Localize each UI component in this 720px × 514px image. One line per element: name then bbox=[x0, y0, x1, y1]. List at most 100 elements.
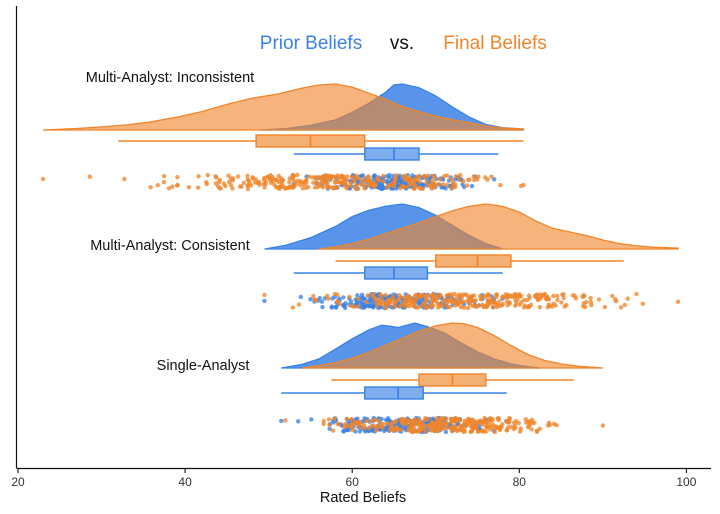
final-point bbox=[372, 417, 378, 422]
final-point bbox=[411, 422, 416, 427]
final-point bbox=[407, 428, 413, 433]
final-point bbox=[529, 427, 534, 432]
final-point bbox=[283, 418, 288, 423]
final-point bbox=[262, 185, 267, 190]
final-point bbox=[476, 429, 481, 434]
final-point bbox=[411, 180, 416, 186]
group-labels: Multi-Analyst: Inconsistent Multi-Analyst… bbox=[86, 70, 254, 374]
final-point bbox=[480, 428, 485, 433]
final-point bbox=[358, 425, 363, 430]
final-point bbox=[245, 173, 250, 179]
final-point bbox=[436, 305, 441, 310]
prior-point bbox=[345, 427, 351, 433]
final-point bbox=[417, 420, 422, 425]
final-point bbox=[402, 419, 407, 424]
prior-boxplot bbox=[281, 386, 507, 400]
final-point bbox=[517, 292, 522, 297]
final-point bbox=[296, 302, 302, 307]
final-point bbox=[371, 184, 377, 190]
final-point bbox=[330, 428, 336, 433]
final-point bbox=[518, 183, 524, 189]
final-point bbox=[428, 302, 433, 307]
raw-points bbox=[262, 291, 681, 311]
final-point bbox=[471, 174, 476, 179]
final-point bbox=[444, 301, 449, 306]
final-point bbox=[342, 177, 347, 182]
final-point bbox=[479, 295, 484, 301]
final-point bbox=[276, 173, 281, 179]
prior-point bbox=[348, 299, 354, 304]
final-point bbox=[449, 177, 454, 182]
final-point bbox=[341, 424, 347, 429]
final-point bbox=[287, 184, 293, 189]
final-point bbox=[397, 427, 402, 432]
final-point bbox=[291, 173, 297, 179]
final-point bbox=[497, 299, 502, 304]
final-point bbox=[482, 293, 487, 298]
final-point bbox=[348, 180, 353, 186]
final-point bbox=[546, 420, 552, 425]
final-point bbox=[230, 186, 235, 191]
final-point bbox=[292, 184, 297, 189]
final-point bbox=[407, 419, 412, 424]
final-point bbox=[573, 296, 579, 301]
final-density-curve bbox=[43, 83, 525, 131]
final-point bbox=[618, 305, 624, 310]
x-tick-label: 60 bbox=[346, 475, 360, 489]
final-point bbox=[321, 418, 326, 424]
final-point bbox=[352, 420, 357, 425]
final-point bbox=[417, 185, 422, 190]
final-point bbox=[439, 416, 444, 421]
final-point bbox=[480, 302, 485, 308]
final-point bbox=[287, 176, 292, 181]
final-point bbox=[504, 428, 510, 433]
final-point bbox=[537, 426, 542, 431]
final-point bbox=[326, 184, 331, 190]
final-point bbox=[445, 182, 450, 188]
final-point bbox=[365, 293, 370, 298]
final-point bbox=[513, 303, 518, 308]
final-point bbox=[438, 177, 443, 182]
final-point bbox=[423, 305, 428, 311]
final-point bbox=[338, 180, 344, 185]
final-point bbox=[488, 422, 493, 428]
final-point bbox=[610, 293, 615, 299]
final-point bbox=[345, 174, 350, 179]
final-point bbox=[355, 296, 361, 302]
final-point bbox=[335, 292, 340, 297]
prior-point bbox=[309, 417, 314, 422]
final-point bbox=[383, 305, 389, 311]
prior-boxplot bbox=[293, 147, 499, 161]
prior-point bbox=[363, 429, 368, 434]
final-point bbox=[640, 301, 645, 306]
final-point bbox=[459, 424, 464, 429]
final-point bbox=[393, 418, 399, 424]
prior-point bbox=[341, 295, 346, 300]
group-label: Multi-Analyst: Inconsistent bbox=[86, 70, 254, 86]
final-point bbox=[488, 298, 493, 304]
final-point bbox=[401, 174, 406, 179]
x-tick-label: 20 bbox=[11, 475, 25, 489]
final-point bbox=[498, 182, 503, 188]
final-point bbox=[329, 174, 335, 179]
prior-point bbox=[360, 295, 365, 300]
final-point bbox=[437, 422, 442, 427]
final-point bbox=[313, 297, 318, 302]
prior-point bbox=[279, 418, 284, 424]
final-point bbox=[393, 299, 399, 305]
final-point bbox=[371, 423, 376, 428]
final-point bbox=[515, 297, 520, 302]
final-point bbox=[429, 186, 434, 191]
final-point bbox=[457, 176, 462, 182]
final-point bbox=[344, 416, 350, 422]
final-point bbox=[634, 291, 639, 297]
final-point bbox=[407, 176, 412, 181]
x-tick-label: 40 bbox=[178, 475, 192, 489]
final-point bbox=[366, 426, 372, 431]
prior-boxplot bbox=[293, 266, 503, 280]
prior-point bbox=[355, 293, 360, 298]
final-point bbox=[521, 298, 526, 303]
final-point bbox=[424, 297, 429, 303]
final-point bbox=[555, 297, 560, 303]
